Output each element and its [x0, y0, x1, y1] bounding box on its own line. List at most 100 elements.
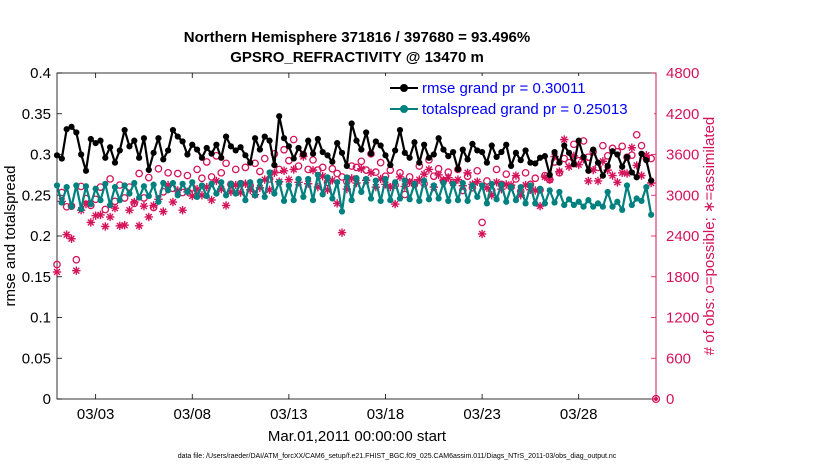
y-left-tick-label: 0.4 — [30, 65, 51, 82]
rmse-point — [179, 138, 186, 145]
y-left-tick-label: 0.3 — [30, 147, 51, 164]
spread-point — [102, 180, 109, 187]
rmse-point — [440, 146, 447, 153]
y-right-tick-label: 0 — [666, 391, 674, 408]
spread-point — [565, 196, 573, 203]
rmse-point — [363, 129, 370, 136]
spread-point — [280, 197, 288, 205]
rmse-point — [483, 159, 491, 166]
assimilated-obs-marker — [139, 201, 149, 211]
assimilated-obs-marker — [168, 197, 178, 207]
spread-point — [594, 200, 602, 207]
rmse-point — [512, 149, 520, 156]
rmse-point — [155, 135, 162, 142]
spread-point — [145, 192, 152, 200]
spread-point — [169, 179, 177, 187]
rmse-point — [82, 167, 90, 174]
assimilated-obs-marker — [337, 228, 347, 237]
spread-point — [58, 199, 65, 206]
rmse-point — [111, 159, 119, 166]
spread-point — [266, 169, 273, 176]
rmse-point — [92, 139, 99, 147]
rmse-point — [648, 177, 655, 184]
rmse-point — [503, 141, 510, 148]
rmse-point — [169, 126, 177, 134]
spread-point — [396, 195, 404, 202]
y-right-tick-label: 2400 — [666, 228, 699, 245]
assimilated-obs-marker — [52, 267, 62, 277]
rmse-point — [150, 149, 157, 156]
rmse-point — [266, 137, 273, 144]
spread-point — [290, 197, 297, 204]
assimilated-obs-marker — [159, 207, 168, 216]
spread-point — [556, 188, 563, 196]
rmse-point — [536, 154, 544, 161]
rmse-point — [237, 144, 244, 151]
rmse-point — [309, 150, 317, 157]
rmse-point — [396, 126, 404, 134]
rmse-point — [382, 152, 389, 159]
rmse-point — [232, 147, 239, 154]
spread-point — [53, 182, 61, 189]
possible-obs-marker — [618, 142, 627, 151]
legend-label-spread: totalspread grand pr = 0.25013 — [422, 101, 628, 118]
possible-obs-marker — [222, 159, 230, 168]
spread-point — [189, 179, 196, 186]
rmse-point — [285, 143, 292, 150]
spread-point — [353, 175, 360, 182]
spread-point — [232, 190, 239, 197]
rmse-point — [73, 129, 80, 136]
assimilated-obs-marker — [390, 199, 400, 209]
spread-point — [242, 197, 249, 204]
rmse-point — [213, 141, 220, 148]
rmse-point — [97, 137, 104, 144]
zero-obs-marker-fill — [654, 397, 658, 401]
y-right-tick-label: 600 — [666, 350, 691, 367]
rmse-point — [271, 161, 278, 169]
possible-obs-marker — [241, 163, 250, 172]
possible-obs-marker — [173, 169, 182, 178]
assimilated-obs-marker — [574, 160, 583, 169]
chart-subtitle: GPSRO_REFRACTIVITY @ 13470 m — [230, 49, 484, 66]
assimilated-obs-marker — [608, 171, 617, 180]
spread-series-line — [55, 171, 653, 215]
rmse-point — [343, 162, 350, 170]
rmse-point — [392, 147, 399, 154]
rmse-point — [348, 120, 355, 127]
possible-obs-marker — [135, 169, 143, 178]
rmse-point — [416, 159, 423, 166]
rmse-point — [565, 149, 573, 156]
spread-point — [97, 197, 104, 204]
rmse-point — [208, 150, 215, 157]
rmse-point — [387, 161, 394, 169]
possible-obs-marker — [473, 166, 482, 175]
assimilated-obs-marker — [473, 177, 482, 186]
rmse-point — [319, 148, 326, 156]
spread-point — [300, 193, 307, 200]
rmse-point — [136, 154, 143, 161]
spread-point — [78, 206, 85, 213]
zero-obs-marker — [651, 394, 661, 404]
spread-point — [121, 182, 128, 189]
spread-point — [251, 192, 259, 199]
y-left-tick-label: 0.25 — [22, 187, 51, 204]
spread-point — [372, 177, 379, 184]
spread-point — [421, 177, 428, 184]
spread-point — [247, 179, 254, 186]
plot-area — [56, 72, 657, 400]
spread-point — [150, 181, 157, 188]
spread-point — [314, 171, 321, 178]
rmse-point — [203, 144, 210, 152]
spread-point — [440, 179, 447, 187]
possible-obs-marker — [72, 255, 81, 264]
rmse-point — [430, 151, 437, 158]
chart-title: Northern Hemisphere 371816 / 397680 = 93… — [184, 29, 530, 46]
assimilated-obs-marker — [105, 212, 115, 222]
spread-point — [401, 177, 408, 184]
possible-obs-marker — [492, 165, 501, 174]
spread-point — [338, 208, 346, 215]
assimilated-obs-marker — [308, 165, 318, 175]
spread-point — [363, 175, 370, 183]
spread-point — [116, 197, 123, 204]
rmse-point — [227, 143, 235, 150]
